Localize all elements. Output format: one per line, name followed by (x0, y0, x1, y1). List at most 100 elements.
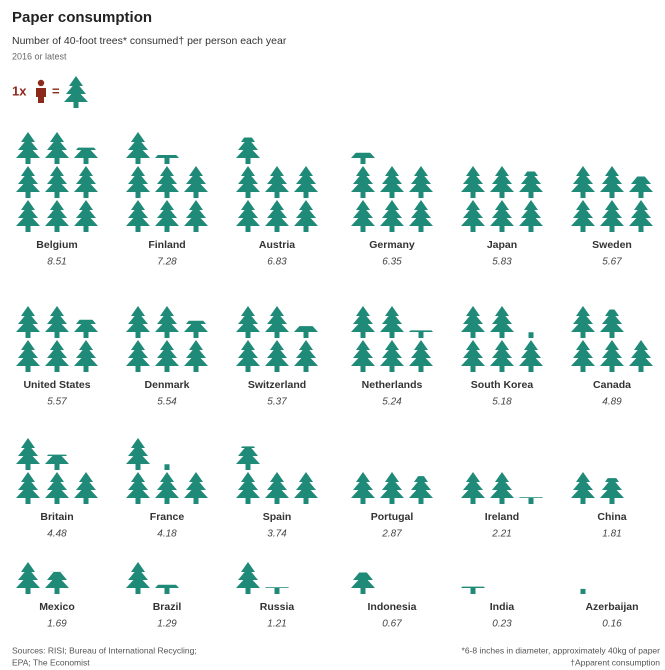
tree (265, 587, 289, 594)
tree (16, 306, 40, 338)
tree (409, 330, 433, 338)
legend-equals: = (52, 83, 60, 98)
tree (184, 200, 208, 232)
category-label: Canada (593, 379, 631, 391)
legend-prefix: 1x (12, 83, 27, 98)
category-label: India (490, 601, 515, 613)
tree (126, 340, 150, 372)
tree (490, 472, 514, 504)
value-label: 2.87 (381, 529, 402, 540)
tree (74, 200, 98, 232)
category-label: Mexico (39, 601, 75, 613)
tree (164, 464, 170, 470)
tree (461, 200, 485, 232)
tree (629, 176, 653, 198)
tree (45, 340, 69, 372)
category-label: Denmark (145, 379, 190, 391)
tree (45, 132, 69, 164)
category-label: Sweden (592, 239, 632, 251)
tree (351, 152, 375, 164)
category-label: Ireland (485, 511, 519, 523)
value-label: 5.37 (267, 397, 287, 408)
value-label: 5.24 (382, 397, 402, 408)
tree (16, 340, 40, 372)
tree (155, 340, 179, 372)
tree (294, 166, 318, 198)
tree (629, 200, 653, 232)
tree (236, 306, 260, 338)
tree (45, 472, 69, 504)
tree (236, 562, 260, 594)
tree (351, 572, 375, 594)
tree (519, 171, 543, 198)
value-label: 1.81 (602, 529, 621, 540)
tree (461, 340, 485, 372)
tree (265, 200, 289, 232)
tree (409, 476, 433, 504)
tree (409, 166, 433, 198)
category-label: Russia (260, 601, 295, 613)
tree (16, 200, 40, 232)
tree (351, 472, 375, 504)
tree (155, 155, 179, 164)
tree (184, 320, 208, 338)
value-label: 5.18 (492, 397, 512, 408)
tree (74, 319, 98, 338)
tree (236, 200, 260, 232)
tree (351, 340, 375, 372)
legend-person-icon (36, 79, 46, 103)
category-label: Azerbaijan (585, 601, 638, 613)
tree (519, 497, 543, 504)
tree (74, 166, 98, 198)
tree (600, 166, 624, 198)
tree (16, 562, 40, 594)
tree (571, 472, 595, 504)
chart-note: 2016 or latest (12, 51, 67, 61)
tree (126, 306, 150, 338)
tree (45, 571, 69, 594)
tree (16, 132, 40, 164)
category-label: Indonesia (367, 601, 416, 613)
tree (600, 478, 624, 504)
category-label: Finland (148, 239, 185, 251)
tree (380, 340, 404, 372)
value-label: 4.48 (47, 529, 67, 540)
category-label: Austria (259, 239, 295, 251)
tree (629, 340, 653, 372)
tree (571, 340, 595, 372)
tree (155, 166, 179, 198)
footnote: *6-8 inches in diameter, approximately 4… (462, 645, 661, 655)
tree (155, 306, 179, 338)
value-label: 6.83 (267, 257, 287, 268)
tree (351, 166, 375, 198)
category-label: United States (23, 379, 90, 391)
tree (600, 309, 624, 338)
sources: EPA; The Economist (12, 657, 90, 667)
tree (490, 200, 514, 232)
tree (236, 137, 260, 164)
category-label: Britain (40, 511, 73, 523)
tree (490, 166, 514, 198)
tree (461, 586, 485, 594)
legend-tree-icon (64, 76, 88, 108)
tree (294, 200, 318, 232)
tree (126, 472, 150, 504)
value-label: 8.51 (47, 257, 66, 268)
tree (294, 340, 318, 372)
tree (351, 200, 375, 232)
chart-title: Paper consumption (12, 9, 152, 26)
tree (490, 306, 514, 338)
tree (184, 472, 208, 504)
category-label: Spain (263, 511, 292, 523)
tree (155, 584, 179, 594)
tree (571, 306, 595, 338)
tree (409, 340, 433, 372)
category-label: Japan (487, 239, 517, 251)
tree (519, 340, 543, 372)
category-label: Netherlands (362, 379, 423, 391)
value-label: 4.89 (602, 397, 622, 408)
tree (126, 132, 150, 164)
tree (45, 306, 69, 338)
tree (519, 200, 543, 232)
